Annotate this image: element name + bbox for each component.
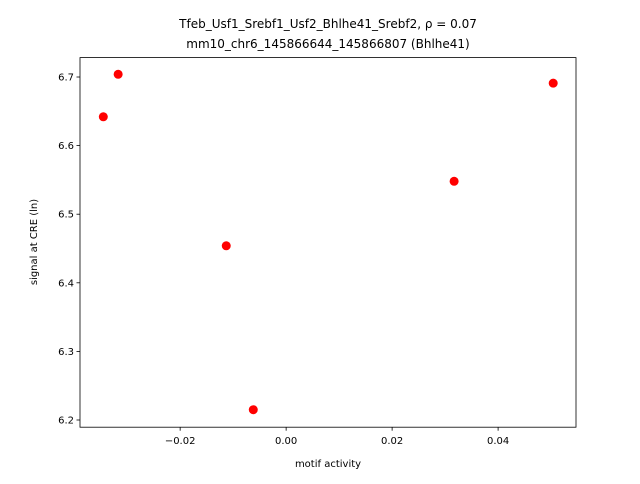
chart-title: Tfeb_Usf1_Srebf1_Usf2_Bhlhe41_Srebf2, ρ … xyxy=(178,17,477,31)
y-tick-label: 6.3 xyxy=(58,347,74,358)
plot-frame xyxy=(79,57,577,428)
point xyxy=(449,176,459,186)
point xyxy=(548,78,558,88)
point xyxy=(113,69,123,79)
point xyxy=(98,112,108,122)
y-axis-label: signal at CRE (ln) xyxy=(29,199,40,285)
chart-subtitle: mm10_chr6_145866644_145866807 (Bhlhe41) xyxy=(186,37,469,51)
x-tick-label: 0.02 xyxy=(381,436,403,447)
x-tick-label: 0.04 xyxy=(487,436,509,447)
x-tick-label: −0.02 xyxy=(165,436,196,447)
x-axis-label: motif activity xyxy=(295,459,361,470)
y-tick-label: 6.2 xyxy=(58,415,74,426)
y-tick-label: 6.4 xyxy=(58,278,74,289)
y-tick-label: 6.6 xyxy=(58,141,74,152)
point xyxy=(221,241,231,251)
x-tick-label: 0.00 xyxy=(275,436,297,447)
point xyxy=(248,405,258,415)
y-tick-label: 6.5 xyxy=(58,210,74,221)
y-tick-label: 6.7 xyxy=(58,73,74,84)
